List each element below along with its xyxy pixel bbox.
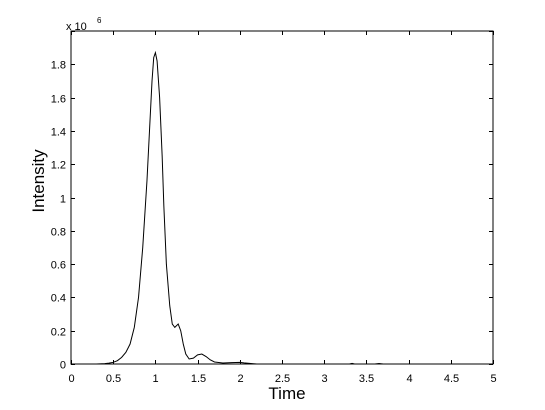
x-tick-label: 2.5 xyxy=(275,373,290,385)
y-tick-label: 0 xyxy=(60,360,66,372)
y-tick-label: 0.6 xyxy=(51,260,66,272)
y-axis-label: Intensity xyxy=(29,149,48,213)
y-tick-label: 1.8 xyxy=(51,60,66,72)
x-tick-label: 5 xyxy=(490,373,496,385)
y-tick-label: 0.2 xyxy=(51,327,66,339)
x-tick-label: 0 xyxy=(68,373,74,385)
y-tick-label: 1 xyxy=(60,194,66,206)
x-tick-label: 4 xyxy=(406,373,412,385)
x-tick-label: 4.5 xyxy=(444,373,459,385)
tick-labels: 0 0.5 1 1.5 2 2.5 3 3.5 4 4.5 5 0 0.2 0.4 0.6 0.8 1 1.2 1.… xyxy=(51,60,497,386)
plot-frame xyxy=(70,30,494,365)
y-multiplier-base: x 10 xyxy=(66,21,87,33)
x-tick-label: 2 xyxy=(237,373,243,385)
y-tick-label: 1.2 xyxy=(51,160,66,172)
y-tick-label: 1.6 xyxy=(51,94,66,106)
y-tick-label: 0.4 xyxy=(51,293,66,305)
x-tick-label: 0.5 xyxy=(106,373,121,385)
x-tick-label: 1 xyxy=(152,373,158,385)
x-tick-label: 3.5 xyxy=(359,373,374,385)
y-multiplier-exponent: 6 xyxy=(97,16,102,25)
x-tick-label: 3 xyxy=(321,373,327,385)
plot-area xyxy=(71,31,493,364)
y-tick-label: 0.8 xyxy=(51,227,66,239)
x-tick-label: 1.5 xyxy=(191,373,206,385)
x-axis-label: Time xyxy=(268,384,305,403)
y-tick-label: 1.4 xyxy=(51,127,66,139)
